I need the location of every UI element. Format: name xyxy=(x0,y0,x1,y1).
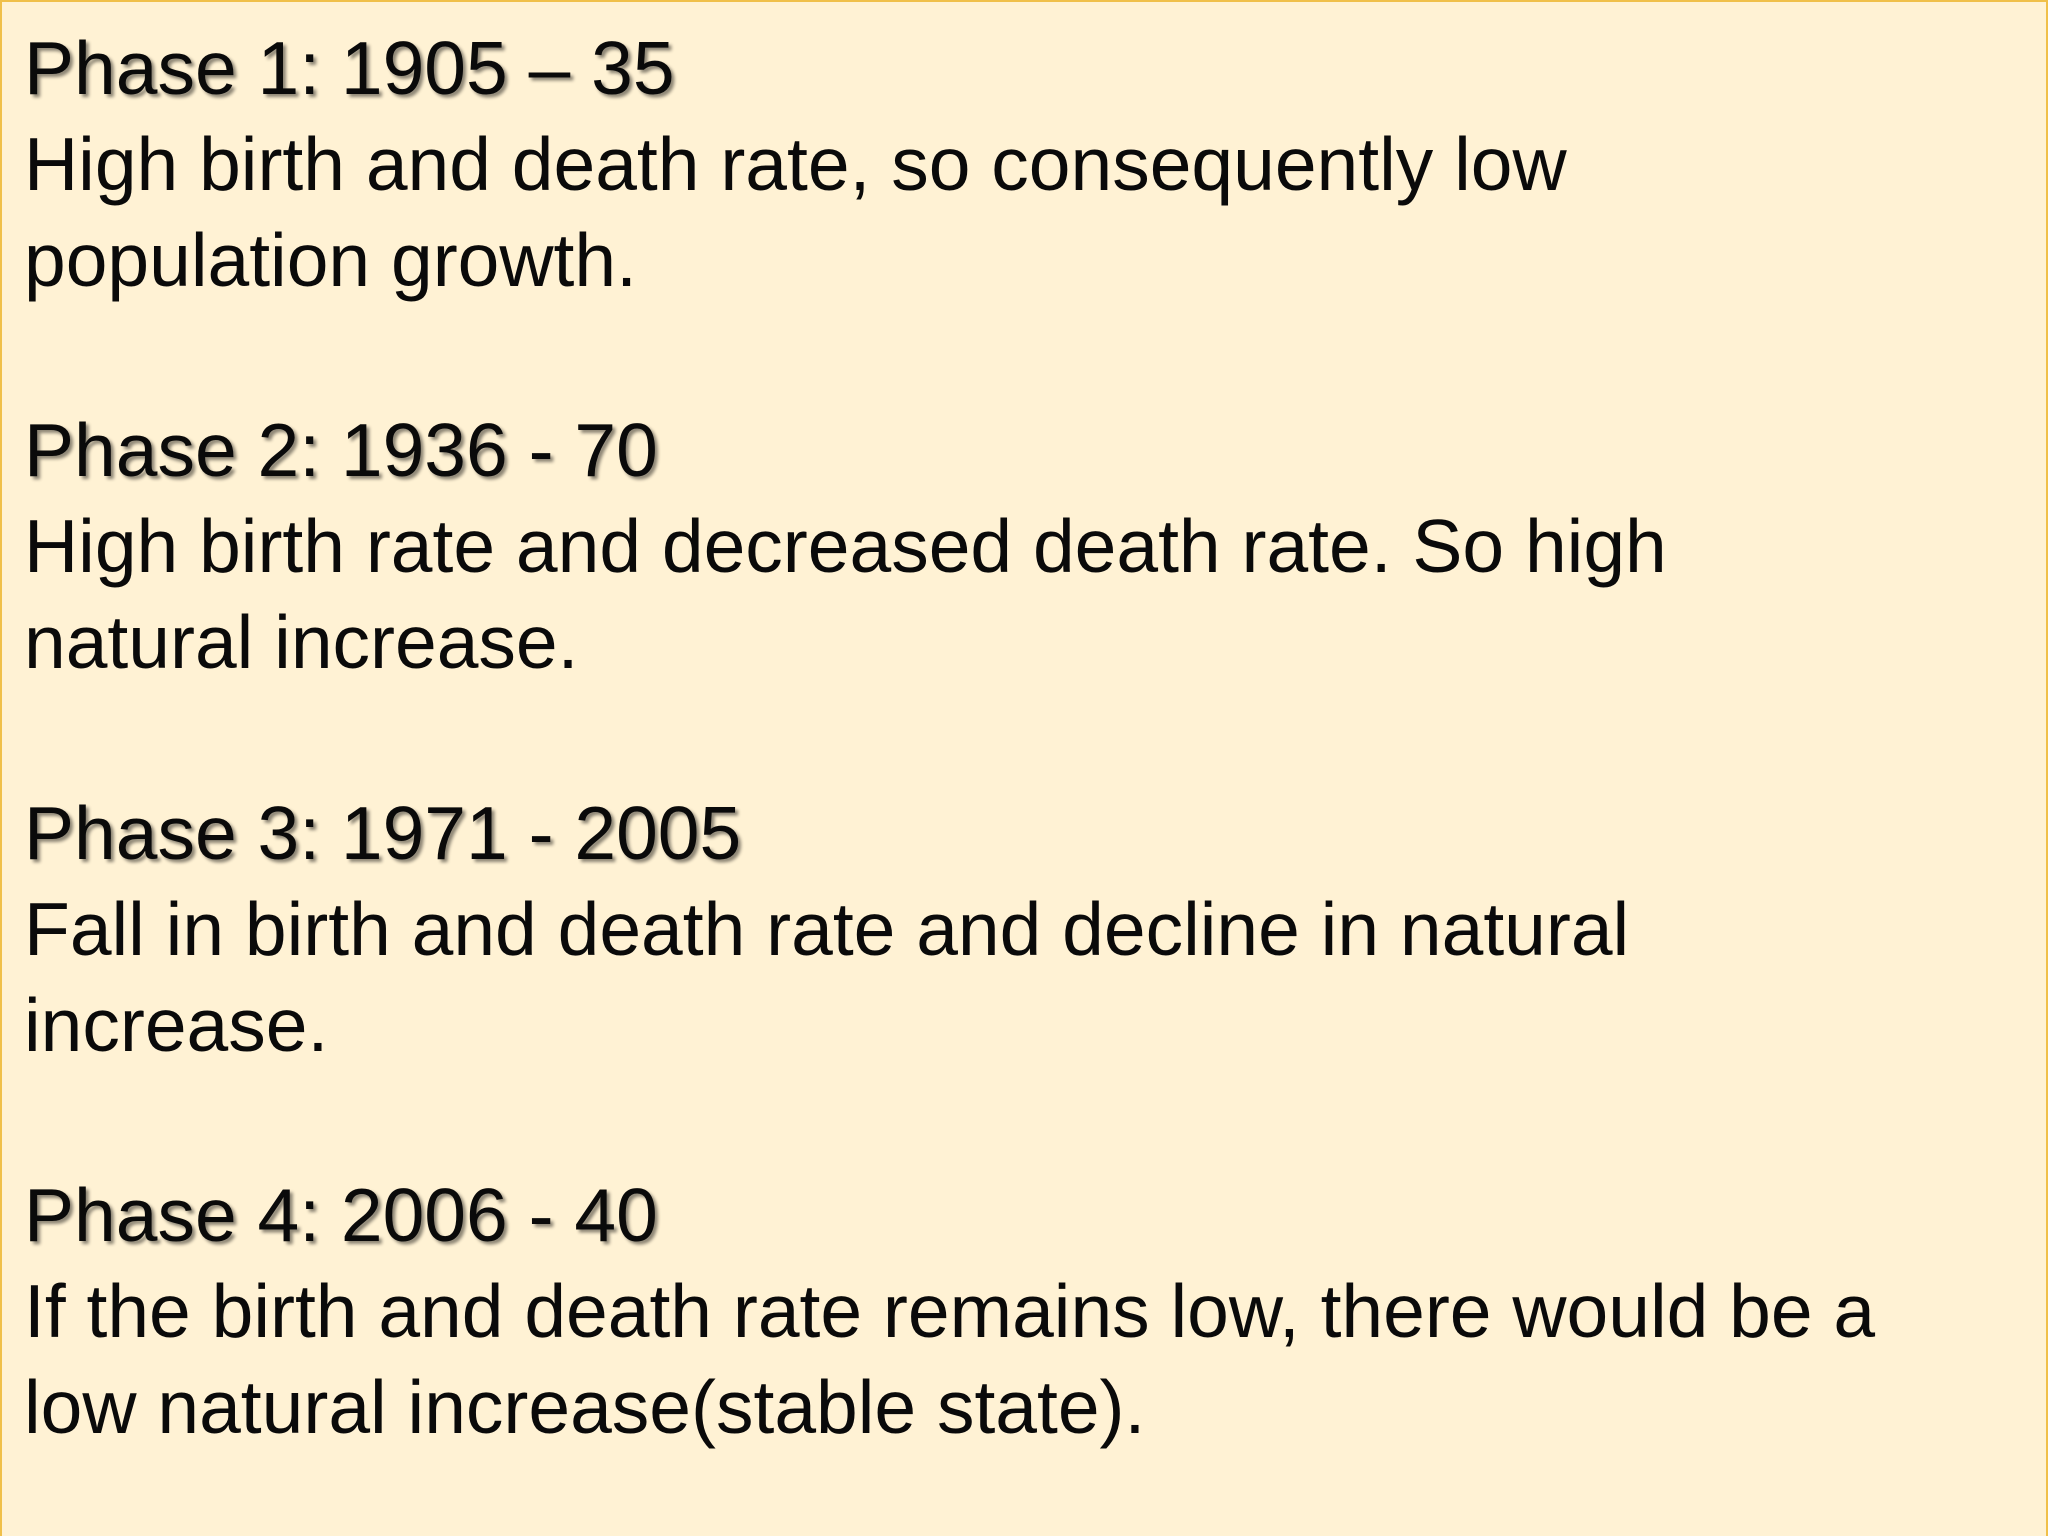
phase-2-heading: Phase 2: 1936 - 70 xyxy=(24,408,658,492)
phase-2-description: High birth rate and decreased death rate… xyxy=(24,498,2006,690)
phase-1-description-line-1: High birth and death rate, so consequent… xyxy=(24,122,1567,206)
phase-2-section: Phase 2: 1936 - 70 High birth rate and d… xyxy=(24,402,2006,690)
phase-1-description: High birth and death rate, so consequent… xyxy=(24,116,2006,308)
phase-1-heading: Phase 1: 1905 – 35 xyxy=(24,26,675,110)
phase-3-section: Phase 3: 1971 - 2005 Fall in birth and d… xyxy=(24,785,2006,1073)
phase-4-section: Phase 4: 2006 - 40 If the birth and deat… xyxy=(24,1167,2006,1455)
phase-4-heading: Phase 4: 2006 - 40 xyxy=(24,1173,658,1257)
phase-4-description-line-1: If the birth and death rate remains low,… xyxy=(24,1269,1876,1353)
phase-4-description: If the birth and death rate remains low,… xyxy=(24,1263,2006,1455)
phase-3-description-line-2: increase. xyxy=(24,983,329,1067)
phase-1-description-line-2: population growth. xyxy=(24,218,637,302)
phase-3-heading: Phase 3: 1971 - 2005 xyxy=(24,791,742,875)
phase-2-description-line-2: natural increase. xyxy=(24,600,579,684)
phase-1-section: Phase 1: 1905 – 35 High birth and death … xyxy=(24,20,2006,308)
phase-4-description-line-2: low natural increase(stable state). xyxy=(24,1365,1146,1449)
phase-3-description: Fall in birth and death rate and decline… xyxy=(24,881,2006,1073)
phase-3-description-line-1: Fall in birth and death rate and decline… xyxy=(24,887,1630,971)
phase-2-description-line-1: High birth rate and decreased death rate… xyxy=(24,504,1667,588)
